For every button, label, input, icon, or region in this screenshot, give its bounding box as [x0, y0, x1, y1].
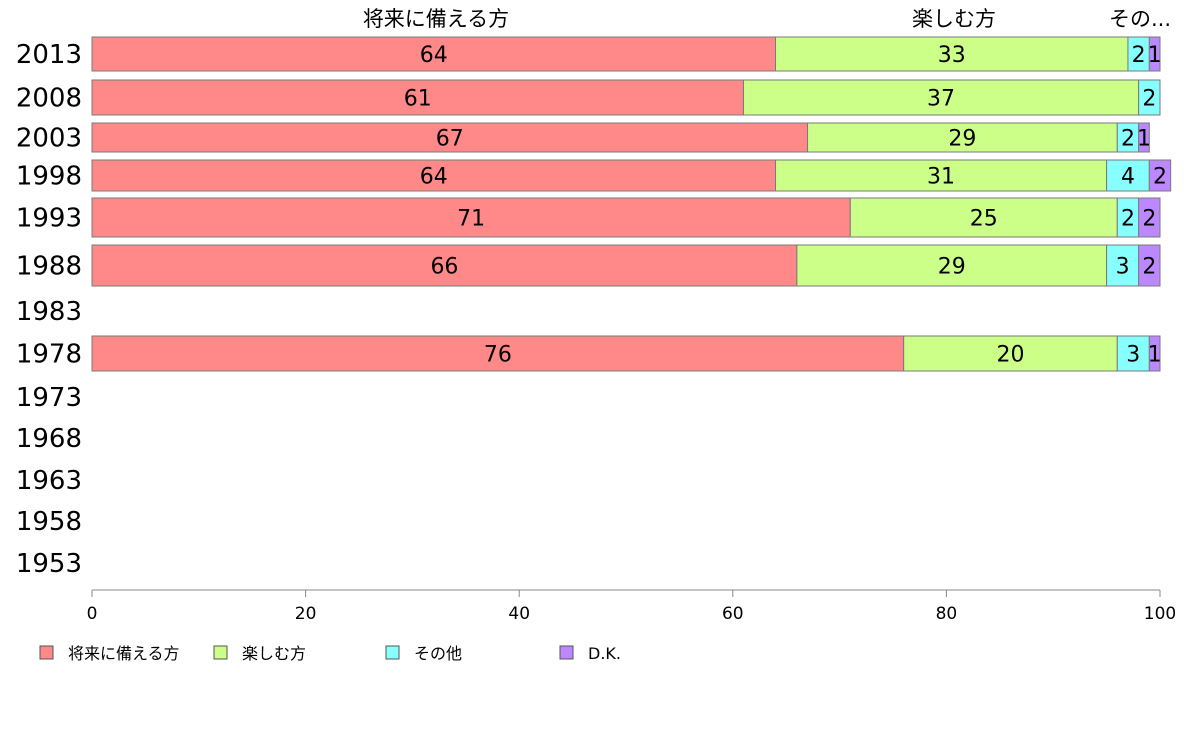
year-label-1973: 1973: [16, 383, 82, 413]
value-label-2013-s1: 33: [938, 43, 966, 68]
value-label-1988-s2: 3: [1116, 255, 1130, 280]
x-tick-label-60: 60: [722, 604, 744, 624]
value-label-2008-s2: 2: [1142, 87, 1156, 112]
bar-segment-2003-s3: [1138, 122, 1150, 153]
bar-segment-2008-s2: [1138, 79, 1161, 116]
value-label-2003-s0: 67: [436, 127, 464, 152]
x-axis: 0 20 40 60 80 100: [87, 589, 1176, 624]
bar-segment-2008-s0: [91, 79, 744, 116]
year-label-1968: 1968: [16, 424, 82, 454]
bar-segment-2013-s0: [91, 36, 777, 72]
bar-segment-1998-s1: [775, 159, 1108, 192]
legend-label-2: その他: [414, 644, 462, 663]
x-tick-label-20: 20: [295, 604, 317, 624]
value-label-2013-s2: 2: [1132, 43, 1146, 68]
bar-segment-1978-s0: [91, 335, 905, 372]
value-label-1988-s3: 2: [1142, 255, 1156, 280]
bar-segment-1998-s3: [1148, 159, 1172, 192]
value-label-2003-s3: 1: [1137, 127, 1151, 152]
legend-label-3: D.K.: [588, 644, 621, 663]
year-label-2003: 2003: [16, 124, 82, 154]
bar-segment-2008-s1: [742, 79, 1140, 116]
value-labels-layer: 64 33 2 161 37 267 29 2 164 31 4 271 25 2 266 29 3 276 20 3…: [404, 43, 1167, 368]
bar-segment-1988-s3: [1138, 244, 1161, 287]
bar-segment-1988-s2: [1106, 244, 1140, 287]
bar-segment-1998-s0: [91, 159, 777, 192]
year-label-2008: 2008: [16, 84, 82, 114]
year-labels-layer: 2013 2008 2003 1998 1993 1988 1983 1978 1973 1968…: [16, 40, 82, 579]
year-label-1958: 1958: [16, 507, 82, 537]
value-label-1998-s3: 2: [1153, 165, 1167, 190]
bar-segment-2003-s0: [91, 122, 809, 153]
year-label-1983: 1983: [16, 297, 82, 327]
value-label-2008-s1: 37: [927, 87, 955, 112]
legend-swatch-1: [213, 645, 228, 660]
bar-segment-2003-s1: [807, 122, 1118, 153]
bar-segment-2013-s3: [1148, 36, 1161, 72]
year-label-2013: 2013: [16, 40, 82, 70]
value-label-1993-s2: 2: [1121, 207, 1135, 232]
bars-layer: [91, 36, 1172, 372]
x-tick-label-40: 40: [508, 604, 530, 624]
x-tick-label-100: 100: [1144, 604, 1176, 624]
value-label-1988-s1: 29: [938, 255, 966, 280]
bar-segment-1978-s1: [903, 335, 1118, 372]
legend-label-0: 将来に備える方: [68, 644, 180, 663]
legend-swatch-3: [559, 645, 574, 660]
column-headers-layer: 将来に備える方 楽しむ方 その...: [363, 7, 1171, 31]
value-label-2003-s2: 2: [1121, 127, 1135, 152]
year-label-1963: 1963: [16, 466, 82, 496]
year-label-1953: 1953: [16, 549, 82, 579]
value-label-2013-s0: 64: [420, 43, 448, 68]
legend-label-1: 楽しむ方: [242, 644, 306, 663]
bar-segment-2013-s1: [775, 36, 1129, 72]
value-label-1988-s0: 66: [430, 255, 458, 280]
bar-segment-1993-s1: [849, 197, 1118, 238]
legend-swatch-2: [385, 645, 400, 660]
value-label-1993-s3: 2: [1142, 207, 1156, 232]
legend-swatch-0: [39, 645, 54, 660]
value-label-2003-s1: 29: [948, 127, 976, 152]
year-label-1988: 1988: [16, 252, 82, 282]
value-label-1993-s0: 71: [457, 207, 485, 232]
bar-segment-1978-s2: [1116, 335, 1150, 372]
x-tick-label-0: 0: [87, 604, 98, 624]
value-label-1998-s2: 4: [1121, 165, 1135, 190]
value-label-1993-s1: 25: [970, 207, 998, 232]
value-label-2013-s3: 1: [1148, 43, 1162, 68]
legend: 将来に備える方 楽しむ方 その他 D.K.: [39, 644, 621, 663]
value-label-2008-s0: 61: [404, 87, 432, 112]
year-label-1998: 1998: [16, 162, 82, 192]
year-label-1978: 1978: [16, 340, 82, 370]
value-label-1998-s0: 64: [420, 165, 448, 190]
column-header-2: その...: [1109, 7, 1171, 31]
column-header-0: 将来に備える方: [363, 7, 509, 31]
value-label-1978-s2: 3: [1126, 343, 1140, 368]
value-label-1978-s0: 76: [484, 343, 512, 368]
x-tick-label-80: 80: [936, 604, 958, 624]
bar-segment-1978-s3: [1148, 335, 1161, 372]
bar-segment-1993-s3: [1138, 197, 1161, 238]
value-label-1978-s1: 20: [996, 343, 1024, 368]
value-label-1978-s3: 1: [1148, 343, 1162, 368]
column-header-1: 楽しむ方: [912, 7, 996, 31]
bar-segment-1993-s0: [91, 197, 851, 238]
year-label-1993: 1993: [16, 204, 82, 234]
value-label-1998-s1: 31: [927, 165, 955, 190]
